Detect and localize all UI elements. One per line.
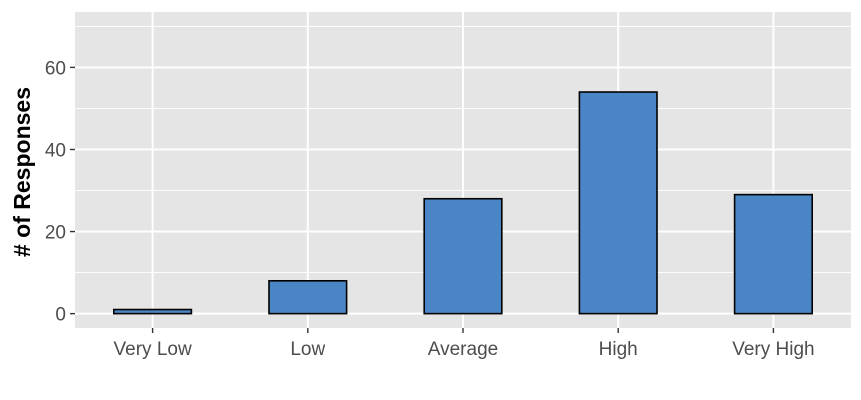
y-axis-title: # of Responses: [9, 87, 35, 257]
x-tick-label: Average: [428, 339, 498, 360]
y-tick-label: 40: [45, 140, 66, 161]
y-tick-label: 60: [45, 58, 66, 79]
bar-very-high: [733, 193, 813, 315]
x-axis: Very Low Low Average High Very High: [114, 328, 815, 360]
x-tick-label: Very Low: [114, 339, 192, 360]
bar-high: [578, 91, 658, 315]
bars: [113, 91, 813, 315]
y-tick-label: 20: [45, 223, 66, 244]
x-tick-label: Very High: [732, 339, 814, 360]
y-tick-label: 0: [55, 305, 66, 326]
x-tick-label: High: [599, 339, 638, 360]
y-axis: 0 20 40 60: [45, 58, 75, 326]
bar-very-low: [113, 308, 193, 315]
bar-low: [268, 280, 348, 315]
x-tick-label: Low: [290, 339, 325, 360]
bar-average: [423, 197, 503, 315]
